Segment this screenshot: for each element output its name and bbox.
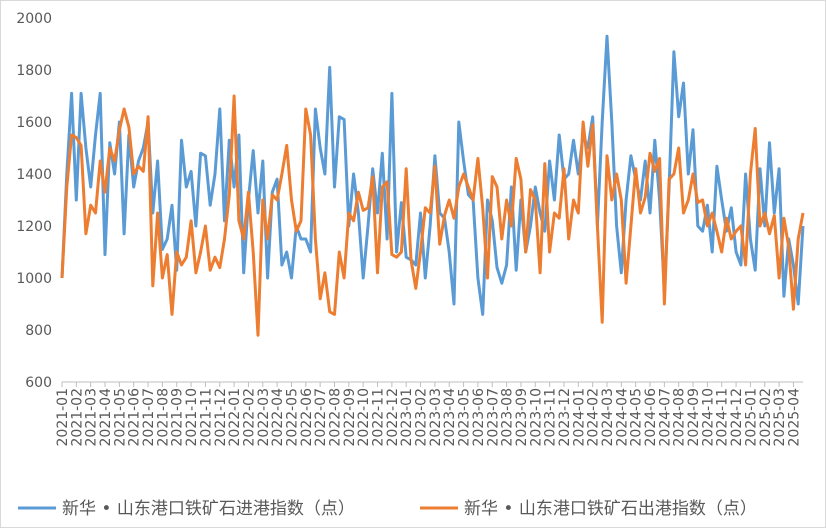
x-tick-label: 2024-04 xyxy=(614,388,630,447)
x-tick-label: 2023-04 xyxy=(442,388,458,447)
x-tick-label: 2023-11 xyxy=(543,388,559,447)
x-tick-label: 2023-10 xyxy=(528,388,544,447)
x-tick-label: 2022-05 xyxy=(284,388,300,447)
x-tick-label: 2023-09 xyxy=(514,388,530,447)
x-tick-label: 2025-04 xyxy=(786,388,802,447)
x-tick-label: 2023-07 xyxy=(485,388,501,447)
y-tick-label: 1800 xyxy=(16,63,52,79)
x-tick-label: 2024-01 xyxy=(571,388,587,447)
y-tick-label: 1200 xyxy=(16,219,52,235)
x-tick-label: 2022-06 xyxy=(299,388,315,447)
x-tick-label: 2024-06 xyxy=(643,388,659,447)
x-tick-label: 2021-06 xyxy=(127,388,143,447)
x-tick-label: 2022-11 xyxy=(371,388,387,447)
x-tick-label: 2024-02 xyxy=(586,388,602,447)
x-tick-label: 2021-11 xyxy=(198,388,214,447)
x-tick-label: 2023-12 xyxy=(557,388,573,447)
x-tick-label: 2022-01 xyxy=(227,388,243,447)
series-line xyxy=(60,94,805,337)
x-tick-label: 2022-07 xyxy=(313,388,329,447)
x-tick-label: 2023-01 xyxy=(399,388,415,447)
x-tick-label: 2025-01 xyxy=(743,388,759,447)
x-tick-label: 2024-09 xyxy=(686,388,702,447)
x-tick-label: 2023-03 xyxy=(428,388,444,447)
x-tick-label: 2025-03 xyxy=(772,388,788,447)
x-tick-label: 2022-10 xyxy=(356,388,372,447)
x-tick-label: 2024-05 xyxy=(629,388,645,447)
x-tick-label: 2024-11 xyxy=(715,388,731,447)
x-tick-label: 2021-08 xyxy=(155,388,171,447)
x-tick-label: 2022-03 xyxy=(256,388,272,447)
x-tick-label: 2023-02 xyxy=(414,388,430,447)
x-tick-label: 2023-06 xyxy=(471,388,487,447)
x-tick-label: 2024-12 xyxy=(729,388,745,447)
x-tick-label: 2022-04 xyxy=(270,388,286,447)
x-tick-label: 2021-09 xyxy=(170,388,186,447)
x-tick-label: 2024-03 xyxy=(600,388,616,447)
x-tick-label: 2023-05 xyxy=(457,388,473,447)
x-tick-label: 2021-05 xyxy=(112,388,128,447)
y-tick-label: 1400 xyxy=(16,167,52,183)
x-tick-label: 2021-01 xyxy=(55,388,71,447)
legend-label: 新华 • 山东港口铁矿石出港指数（点） xyxy=(464,499,757,519)
y-tick-label: 800 xyxy=(25,323,52,339)
x-tick-label: 2022-02 xyxy=(241,388,257,447)
x-tick-label: 2021-04 xyxy=(98,388,114,447)
x-tick-label: 2021-12 xyxy=(213,388,229,447)
x-tick-label: 2022-08 xyxy=(327,388,343,447)
x-tick-label: 2021-07 xyxy=(141,388,157,447)
legend-label: 新华 • 山东港口铁矿石进港指数（点） xyxy=(62,499,355,519)
y-tick-label: 600 xyxy=(25,375,52,391)
y-tick-label: 1600 xyxy=(16,115,52,131)
x-tick-label: 2022-12 xyxy=(385,388,401,447)
x-tick-label: 2021-02 xyxy=(69,388,85,447)
x-tick-label: 2024-08 xyxy=(672,388,688,447)
x-tick-label: 2024-10 xyxy=(700,388,716,447)
x-tick-label: 2021-10 xyxy=(184,388,200,447)
x-tick-label: 2025-02 xyxy=(758,388,774,447)
y-tick-label: 1000 xyxy=(16,271,52,287)
x-tick-label: 2023-08 xyxy=(500,388,516,447)
y-tick-label: 2000 xyxy=(16,11,52,27)
x-tick-label: 2021-03 xyxy=(84,388,100,447)
x-tick-label: 2022-09 xyxy=(342,388,358,447)
x-tick-label: 2024-07 xyxy=(657,388,673,447)
